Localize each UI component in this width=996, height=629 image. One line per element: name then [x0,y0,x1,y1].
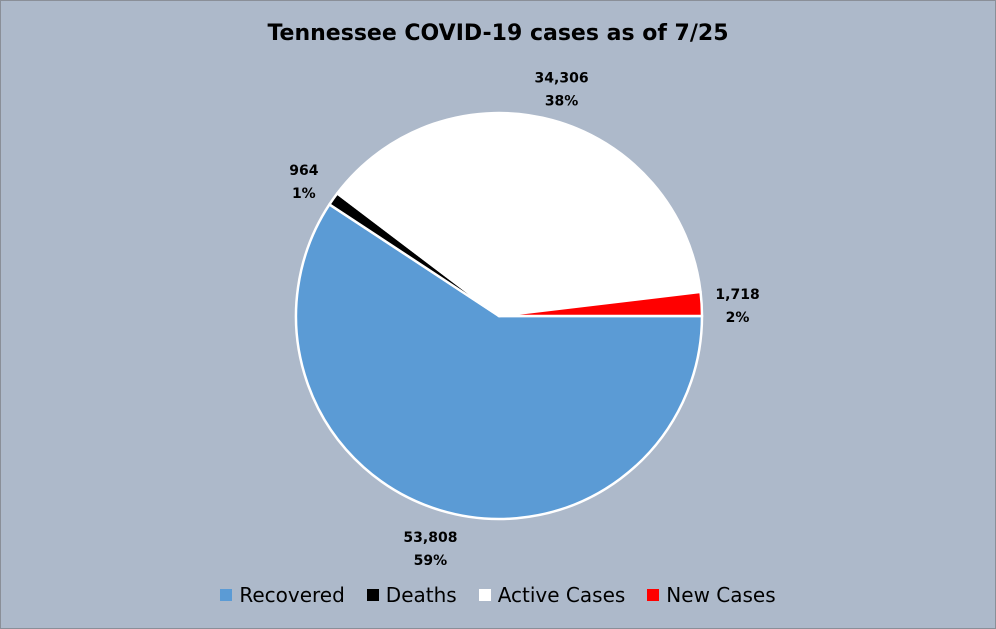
data-label-percent-new-cases: 2% [726,310,750,326]
data-label-value-recovered: 53,808 [403,530,457,546]
legend-item-recovered: Recovered [220,583,345,607]
legend-item-new-cases: New Cases [647,583,776,607]
legend-swatch-new-cases [647,589,660,601]
data-label-value-deaths: 964 [289,163,318,179]
data-label-value-active-cases: 34,306 [535,70,589,86]
legend: Recovered Deaths Active Cases New Cases [1,583,995,607]
legend-item-deaths: Deaths [366,583,457,607]
legend-swatch-active-cases [478,589,491,601]
pie-slice-recovered [294,203,704,521]
legend-label-recovered: Recovered [239,583,345,607]
chart-title: Tennessee COVID-19 cases as of 7/25 [267,21,729,46]
legend-swatch-recovered [220,589,233,601]
data-label-percent-active-cases: 38% [545,93,579,109]
pie-slice-new-cases [497,290,704,318]
legend-item-active-cases: Active Cases [478,583,626,607]
legend-label-new-cases: New Cases [666,583,776,607]
data-label-new-cases: 1,718 2% [715,287,759,326]
legend-swatch-deaths [366,589,379,601]
data-label-recovered: 53,808 59% [403,530,457,569]
legend-label-active-cases: Active Cases [497,583,626,607]
data-label-percent-recovered: 59% [414,553,448,569]
legend-label-deaths: Deaths [385,583,457,607]
pie-slice-active-cases [335,111,702,318]
data-label-value-new-cases: 1,718 [715,287,759,303]
data-label-percent-deaths: 1% [292,186,316,202]
data-label-active-cases: 34,306 38% [535,70,589,109]
